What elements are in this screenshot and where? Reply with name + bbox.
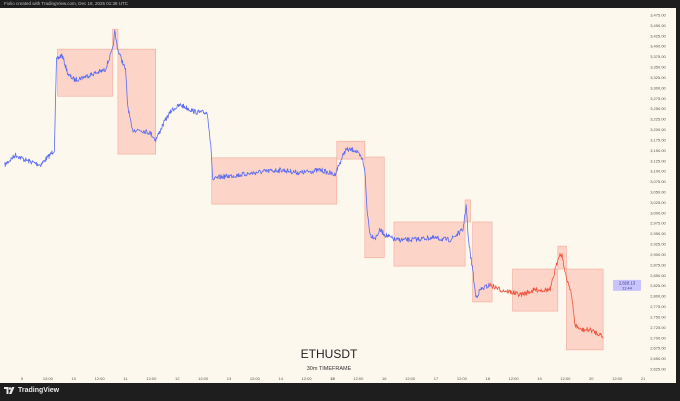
y-tick-label: 3,300.00 <box>650 85 666 90</box>
y-tick-label: 2,800.00 <box>650 294 666 299</box>
zone-box <box>472 221 493 303</box>
x-tick-label: 15 <box>330 376 335 381</box>
tradingview-logo[interactable]: TradingView <box>4 387 59 394</box>
zone-box <box>364 156 385 259</box>
x-tick-label: 9 <box>21 376 24 381</box>
y-tick-label: 3,450.00 <box>650 23 666 28</box>
y-tick-label: 3,275.00 <box>650 96 666 101</box>
x-tick-label: 12:00 <box>250 376 261 381</box>
x-tick-label: 10 <box>72 376 77 381</box>
y-tick-label: 2,950.00 <box>650 231 666 236</box>
last-price-countdown: 11:44 <box>622 285 632 290</box>
tradingview-logo-icon <box>4 387 15 394</box>
y-tick-label: 3,100.00 <box>650 169 666 174</box>
zone-box <box>211 157 338 205</box>
y-tick-label: 2,975.00 <box>650 221 666 226</box>
zone-box <box>464 199 471 223</box>
y-tick-label: 3,175.00 <box>650 137 666 142</box>
x-tick-label: 11 <box>123 376 128 381</box>
y-tick-label: 3,425.00 <box>650 33 666 38</box>
y-tick-label: 2,775.00 <box>650 304 666 309</box>
y-tick-label: 2,725.00 <box>650 325 666 330</box>
x-tick-label: 12 <box>175 376 180 381</box>
x-tick-label: 12:00 <box>302 376 313 381</box>
y-tick-label: 2,625.00 <box>650 367 666 372</box>
x-tick-label: 12:00 <box>146 376 157 381</box>
chart-area[interactable]: 3,475.00 3,450.00 3,425.00 3,400.00 3,375.00… <box>0 8 676 383</box>
y-tick-label: 3,400.00 <box>650 44 666 49</box>
price-line-segment <box>489 252 604 339</box>
y-tick-label: 2,650.00 <box>650 356 666 361</box>
x-tick-label: 12:00 <box>95 376 106 381</box>
x-tick-label: 12:00 <box>405 376 416 381</box>
y-tick-label: 3,150.00 <box>650 148 666 153</box>
y-tick-label: 3,325.00 <box>650 75 666 80</box>
y-tick-label: 3,375.00 <box>650 54 666 59</box>
y-tick-label: 3,250.00 <box>650 106 666 111</box>
y-tick-label: 2,825.00 <box>650 283 666 288</box>
x-tick-label: 18 <box>486 376 491 381</box>
x-axis[interactable]: 9 12:00 10 12:00 11 12:00 12 12:00 13 12:00 14 12:0… <box>21 376 646 381</box>
y-tick-label: 3,000.00 <box>650 210 666 215</box>
last-price-label-bg <box>613 279 641 291</box>
price-line-segment <box>4 29 491 298</box>
x-tick-label: 21 <box>641 376 646 381</box>
y-tick-label: 2,900.00 <box>650 252 666 257</box>
x-tick-label: 12:00 <box>457 376 468 381</box>
y-tick-label: 3,200.00 <box>650 127 666 132</box>
price-line-layer <box>4 29 604 339</box>
zone-box <box>393 221 466 267</box>
x-tick-label: 13 <box>227 376 232 381</box>
x-tick-label: 12:00 <box>353 376 364 381</box>
y-axis[interactable]: 3,475.00 3,450.00 3,425.00 3,400.00 3,375.00… <box>650 13 666 372</box>
bottom-bar: TradingView <box>0 383 680 401</box>
y-tick-label: 2,675.00 <box>650 346 666 351</box>
last-price-value: 2,828.13 <box>619 280 636 285</box>
chart-subtitle: 30m TIMEFRAME <box>307 366 352 372</box>
y-tick-label: 3,225.00 <box>650 117 666 122</box>
brand-name: TradingView <box>18 387 60 394</box>
y-tick-label: 2,875.00 <box>650 262 666 267</box>
top-bar: Fiolio created with TradingView.com, Dec… <box>0 0 680 8</box>
y-tick-label: 2,700.00 <box>650 335 666 340</box>
price-chart[interactable]: 3,475.00 3,450.00 3,425.00 3,400.00 3,375.00… <box>0 8 676 383</box>
x-tick-label: 16 <box>382 376 387 381</box>
y-tick-label: 2,925.00 <box>650 242 666 247</box>
x-tick-label: 12:00 <box>612 376 623 381</box>
y-tick-label: 3,050.00 <box>650 190 666 195</box>
y-tick-label: 3,475.00 <box>650 13 666 18</box>
x-tick-label: 12:00 <box>560 376 571 381</box>
zones-layer <box>57 28 604 351</box>
y-tick-label: 3,025.00 <box>650 200 666 205</box>
zone-box <box>57 48 113 97</box>
x-tick-label: 12:00 <box>198 376 209 381</box>
y-tick-label: 2,750.00 <box>650 314 666 319</box>
y-tick-label: 3,125.00 <box>650 158 666 163</box>
header-caption: Fiolio created with TradingView.com, Dec… <box>4 1 128 6</box>
x-tick-label: 19 <box>537 376 542 381</box>
zone-box <box>112 28 119 50</box>
y-tick-label: 3,350.00 <box>650 65 666 70</box>
chart-title: ETHUSDT <box>301 347 358 361</box>
zone-box <box>566 268 604 351</box>
x-tick-label: 17 <box>434 376 439 381</box>
y-tick-label: 3,075.00 <box>650 179 666 184</box>
last-price-label: 2,828.13 11:44 <box>613 279 641 291</box>
x-tick-label: 14 <box>279 376 284 381</box>
x-tick-label: 12:00 <box>43 376 54 381</box>
x-tick-label: 20 <box>589 376 594 381</box>
y-tick-label: 2,850.00 <box>650 273 666 278</box>
x-tick-label: 12:00 <box>509 376 520 381</box>
